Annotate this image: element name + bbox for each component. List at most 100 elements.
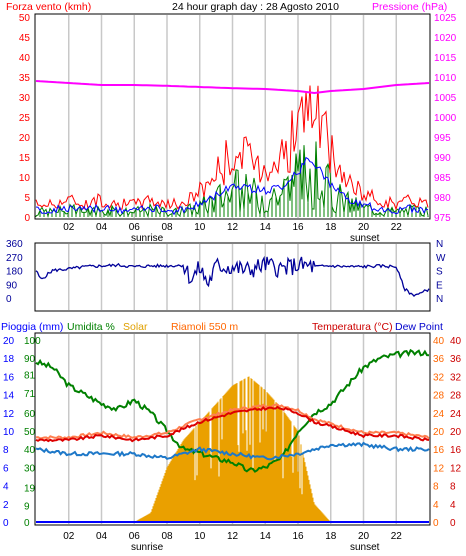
pressure-tick-label: 1025 (434, 13, 457, 24)
hour-tick-label: 10 (194, 531, 206, 542)
hour-tick-label: 08 (161, 531, 173, 542)
rain-tick-label: 12 (3, 409, 15, 420)
wind-label: Forza vento (kmh) (6, 1, 91, 13)
top-sunset-label: sunset (350, 233, 380, 244)
hour-tick-label: 20 (358, 222, 370, 233)
windchill-tick-label: 4 (433, 500, 439, 511)
wind-tick-label: 20 (19, 133, 31, 144)
direction-tick-label: 0 (6, 294, 12, 305)
direction-tick-label: 270 (6, 253, 23, 264)
pressure-tick-label: 1015 (434, 53, 457, 64)
humidity-series (35, 348, 430, 473)
dewpoint-label: Dew Point (395, 321, 443, 333)
rain-tick-label: 14 (3, 391, 15, 402)
direction-tick-label: 90 (6, 280, 18, 291)
wind-tick-label: 15 (19, 153, 31, 164)
wind-tick-label: 5 (24, 193, 30, 204)
pressure-tick-label: 975 (434, 213, 451, 224)
hour-tick-label: 16 (292, 222, 304, 233)
temperature-tick-label: 4 (450, 500, 456, 511)
pressure-tick-label: 995 (434, 133, 451, 144)
hour-tick-label: 04 (96, 222, 108, 233)
windchill-label: Riamoli 550 m (171, 321, 238, 333)
temperature-series (35, 405, 430, 443)
bottom-hour-ticks: 02 04 06 08 10 12 14 16 18 20 22 (63, 531, 402, 542)
rain-tick-label: 0 (3, 518, 9, 529)
humidity-tick-label: 9 (24, 502, 30, 513)
hour-tick-label: 18 (325, 531, 337, 542)
hour-tick-label: 20 (358, 531, 370, 542)
wind-average-series (35, 156, 429, 216)
temperature-tick-label: 8 (450, 482, 456, 493)
hour-tick-label: 14 (260, 531, 272, 542)
wind-direction-series (35, 255, 430, 298)
temperature-tick-label: 28 (450, 391, 462, 402)
dewpoint-series (35, 441, 430, 461)
temperature-tick-label: 20 (450, 427, 462, 438)
hour-tick-label: 12 (227, 222, 239, 233)
temperature-tick-label: 40 (450, 336, 462, 347)
temperature-ticks: 0 4 8 12 16 20 24 28 32 36 40 (450, 336, 462, 529)
wind-tick-label: 30 (19, 93, 31, 104)
pressure-ticks: 975 980 985 990 995 1000 1005 1010 1015 1020 1025 (434, 13, 457, 224)
temperature-tick-label: 0 (450, 518, 456, 529)
pressure-tick-label: 1000 (434, 113, 457, 124)
humidity-tick-label: 19 (24, 483, 36, 494)
pressure-tick-label: 980 (434, 193, 451, 204)
humidity-tick-label: 100 (24, 336, 41, 347)
humidity-tick-label: 81 (24, 371, 36, 382)
rain-ticks: 0 2 4 6 8 10 12 14 16 18 20 (3, 336, 15, 529)
windchill-tick-label: 20 (433, 427, 445, 438)
direction-degree-ticks: 360 270 180 90 0 (6, 239, 23, 305)
humidity-tick-label: 60 (24, 409, 36, 420)
rain-tick-label: 18 (3, 354, 15, 365)
chart-title: 24 hour graph day : 28 Agosto 2010 (172, 1, 339, 13)
temperature-tick-label: 24 (450, 409, 462, 420)
wind-tick-label: 10 (19, 173, 31, 184)
temperature-tick-label: 12 (450, 463, 462, 474)
rain-tick-label: 4 (3, 482, 9, 493)
wind-tick-label: 45 (19, 33, 31, 44)
rain-tick-label: 20 (3, 336, 15, 347)
wind-tick-label: 0 (24, 213, 30, 224)
wind-speed-series (35, 85, 429, 211)
pressure-tick-label: 1005 (434, 93, 457, 104)
hour-tick-label: 16 (292, 531, 304, 542)
windchill-tick-label: 36 (433, 354, 445, 365)
windchill-tick-label: 28 (433, 391, 445, 402)
windchill-series (35, 403, 430, 440)
pressure-tick-label: 985 (434, 173, 451, 184)
rain-tick-label: 16 (3, 372, 15, 383)
windchill-tick-label: 16 (433, 445, 445, 456)
pressure-label: Pressione (hPa) (372, 1, 447, 13)
humidity-tick-label: 50 (24, 427, 36, 438)
windchill-tick-label: 12 (433, 463, 445, 474)
hour-tick-label: 06 (129, 222, 141, 233)
hour-tick-label: 12 (227, 531, 239, 542)
humidity-ticks: 0 9 19 30 40 50 60 71 81 90 100 (24, 336, 41, 529)
compass-tick-label: N (436, 239, 443, 250)
rain-tick-label: 8 (3, 445, 9, 456)
top-hour-ticks: 02 04 06 08 10 12 14 16 18 20 22 (63, 222, 402, 233)
pressure-series (35, 80, 430, 95)
pressure-tick-label: 1010 (434, 73, 457, 84)
pressure-tick-label: 1020 (434, 33, 457, 44)
solar-label: Solar (123, 321, 148, 333)
humidity-label: Umidita % (67, 321, 115, 333)
windchill-tick-label: 0 (433, 518, 439, 529)
wind-tick-label: 50 (19, 13, 31, 24)
hour-tick-label: 22 (391, 222, 403, 233)
rain-tick-label: 2 (3, 500, 9, 511)
compass-tick-label: N (436, 294, 443, 305)
windchill-tick-label: 40 (433, 336, 445, 347)
wind-tick-label: 35 (19, 73, 31, 84)
middle-hour-grid (68, 244, 397, 310)
compass-tick-label: S (436, 267, 443, 278)
wind-tick-label: 40 (19, 53, 31, 64)
direction-tick-label: 360 (6, 239, 23, 250)
rain-tick-label: 10 (3, 427, 15, 438)
temperature-tick-label: 32 (450, 372, 462, 383)
hour-tick-label: 04 (96, 531, 108, 542)
